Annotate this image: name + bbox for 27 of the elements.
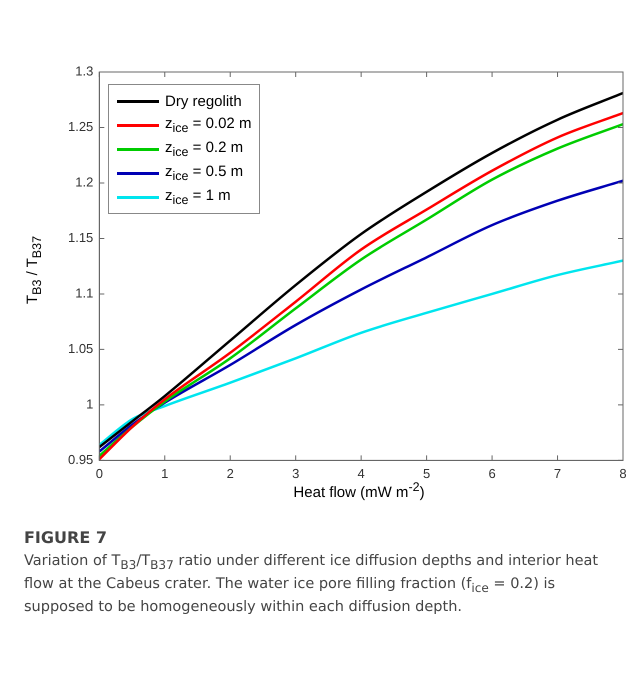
x-tick-label: 0 — [96, 466, 103, 481]
x-tick-label: 6 — [488, 466, 496, 481]
y-tick-label: 1.1 — [75, 286, 94, 301]
y-tick-label: 1.15 — [68, 230, 94, 246]
x-tick-label: 1 — [161, 466, 168, 481]
y-tick-label: 1.25 — [68, 119, 94, 134]
x-tick-label: 2 — [226, 466, 234, 481]
legend-label: z$_{ice}$ = 0.02 m — [165, 115, 252, 135]
line-series — [99, 180, 623, 453]
legend-label: z$_{ice}$ = 0.2 m — [165, 139, 244, 159]
y-tick-label: 1.3 — [75, 64, 94, 79]
legend-label: z$_{ice}$ = 0.5 m — [165, 163, 244, 183]
x-axis-title: Heat flow (mW m$^{-2}$) — [292, 480, 426, 501]
x-tick-label: 3 — [292, 466, 300, 481]
legend-label: Dry regolith — [165, 92, 242, 110]
y-tick-label: 0.95 — [68, 452, 94, 467]
y-tick-label: 1.05 — [68, 341, 94, 356]
line-series — [99, 259, 623, 446]
x-tick-label: 4 — [358, 466, 365, 481]
legend-label: z$_{ice}$ = 1 m — [165, 187, 231, 207]
x-tick-label: 7 — [554, 466, 562, 481]
x-tick-label: 8 — [619, 466, 627, 481]
x-tick-label: 5 — [422, 466, 430, 481]
y-tick-label: 1 — [86, 396, 94, 412]
text: Variation of T$_{B3}$/T$_{B37}$ ratio under different ice diffusion depths and interior heat flow at the Cabeus crater. The water ice pore filling fraction (f$_{ice}$ = 0.2) is supposed to be homogeneously within each diffusion depth. — [24, 553, 598, 615]
caption: FIGURE 7 — [24, 528, 108, 547]
y-tick-label: 1.2 — [75, 174, 94, 190]
